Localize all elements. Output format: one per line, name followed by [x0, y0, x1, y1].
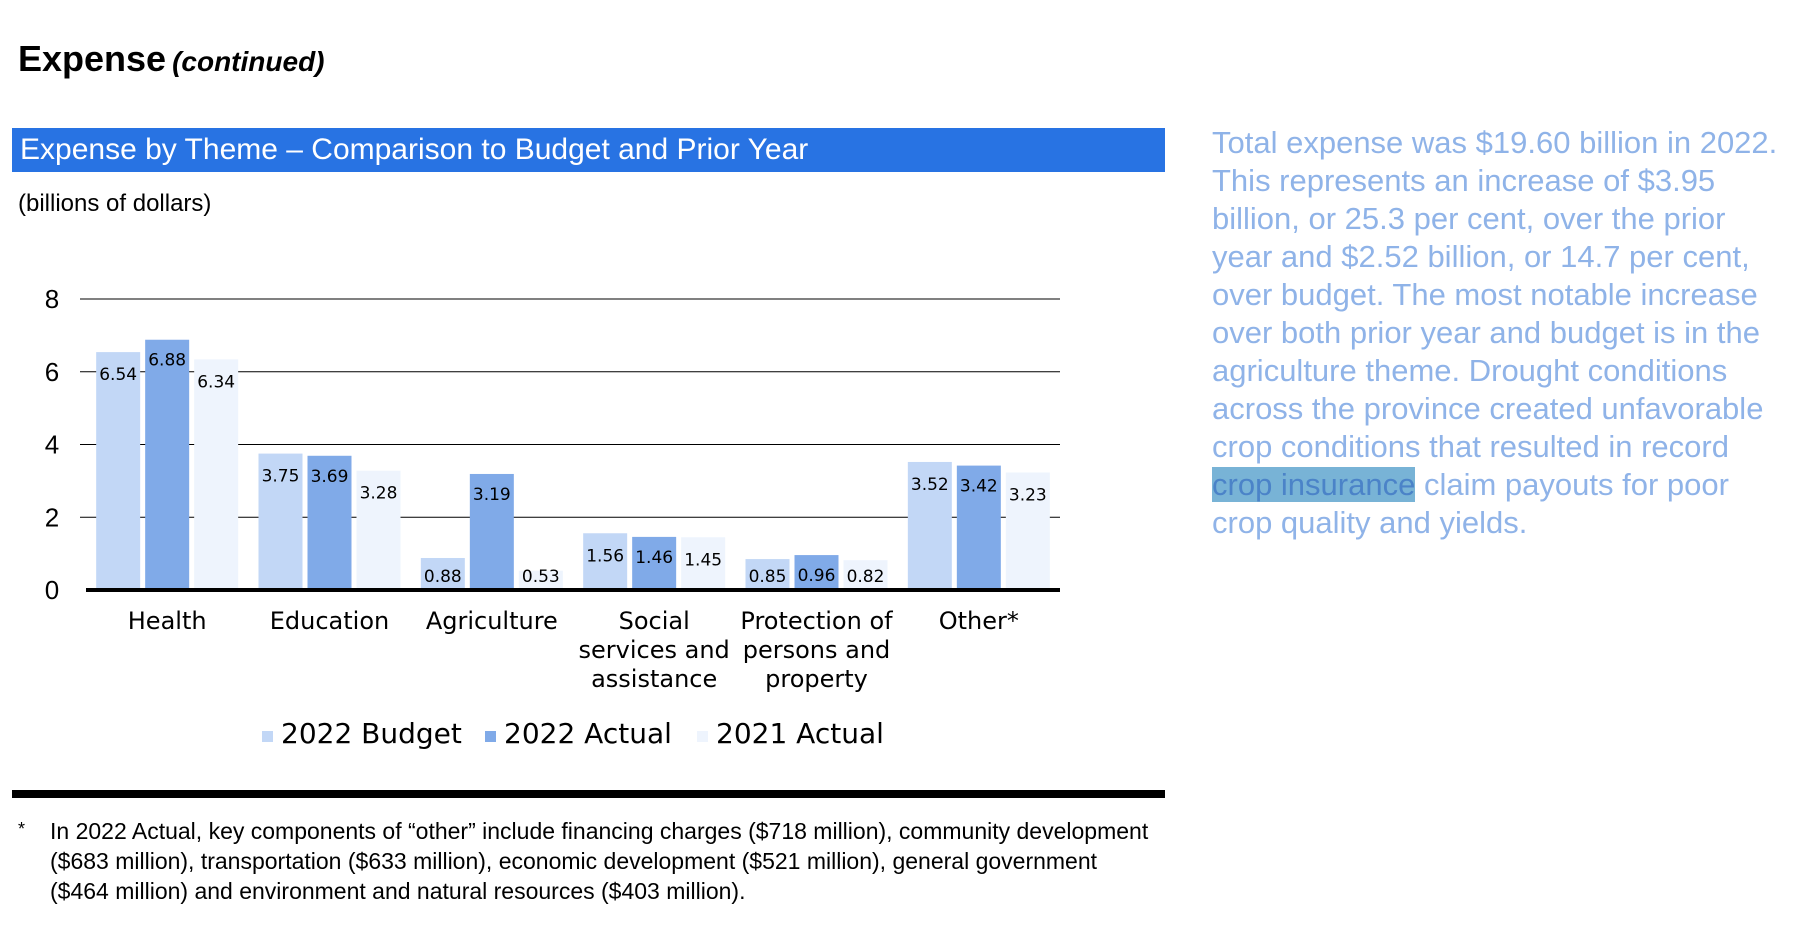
data-label: 6.34 — [197, 372, 235, 392]
bar-2021-actual — [843, 560, 888, 590]
bar-2021-actual — [356, 470, 401, 590]
heading-continued: (continued) — [172, 46, 325, 77]
y-tick-label: 6 — [45, 357, 59, 387]
bar-2021-actual — [518, 570, 563, 590]
data-label: 3.42 — [960, 477, 998, 497]
x-tick-label: Agriculture — [426, 607, 558, 635]
footnote-text: In 2022 Actual, key components of “other… — [50, 818, 1149, 904]
x-tick-label: property — [765, 665, 868, 693]
legend-label: 2022 Budget — [281, 717, 462, 750]
data-label: 0.82 — [847, 567, 885, 587]
x-tick-label: services and — [579, 636, 730, 664]
x-tick-label: assistance — [591, 665, 717, 693]
data-label: 3.28 — [360, 484, 398, 504]
data-label: 6.54 — [99, 365, 137, 385]
data-label: 6.88 — [148, 351, 186, 371]
x-tick-label: Other* — [939, 607, 1019, 635]
page-heading: Expense (continued) — [18, 38, 325, 80]
y-tick-label: 0 — [45, 575, 59, 605]
y-tick-label: 8 — [45, 284, 59, 314]
data-label: 3.69 — [311, 467, 349, 487]
data-label: 0.96 — [798, 566, 836, 586]
data-label: 1.45 — [684, 550, 722, 570]
x-tick-label: Protection of — [740, 607, 893, 635]
chart-banner-title: Expense by Theme – Comparison to Budget … — [12, 128, 1165, 172]
data-label: 0.85 — [749, 567, 787, 587]
bar-2021-actual — [1005, 472, 1050, 590]
bar-2022-budget — [745, 559, 790, 590]
legend-label: 2022 Actual — [504, 717, 672, 750]
x-tick-label: Education — [270, 607, 389, 635]
commentary-text: Total expense was $19.60 billion in 2022… — [1212, 124, 1792, 542]
divider-rule — [12, 790, 1165, 798]
bar-2022-budget — [583, 533, 628, 590]
data-label: 0.88 — [424, 567, 462, 587]
bar-2022-budget — [907, 461, 952, 590]
y-tick-label: 4 — [45, 430, 59, 460]
data-label: 1.46 — [635, 548, 673, 568]
legend-swatch — [485, 731, 496, 742]
x-tick-label: Health — [128, 607, 207, 635]
bar-2022-actual — [794, 555, 839, 590]
data-label: 3.19 — [473, 485, 511, 505]
bar-2022-actual — [145, 339, 190, 590]
bar-2022-actual — [307, 455, 352, 590]
commentary-text-part-2: claim payouts for poor crop quality and … — [1212, 467, 1729, 540]
bar-2022-actual — [469, 473, 514, 590]
bar-2021-actual — [681, 537, 726, 590]
bar-2021-actual — [194, 359, 239, 590]
data-label: 3.52 — [911, 475, 949, 495]
data-label: 3.23 — [1009, 486, 1047, 506]
data-label: 1.56 — [586, 546, 624, 566]
data-label: 3.75 — [262, 467, 300, 487]
footnote-mark: * — [18, 819, 26, 839]
bar-2022-budget — [96, 352, 141, 590]
bar-2022-budget — [258, 453, 303, 590]
x-tick-label: Social — [619, 607, 690, 635]
y-tick-label: 2 — [45, 502, 59, 532]
legend-label: 2021 Actual — [716, 717, 884, 750]
heading-title: Expense — [18, 38, 167, 79]
bar-2022-actual — [956, 465, 1001, 590]
chart-units-label: (billions of dollars) — [18, 190, 212, 217]
commentary-text-part-1: Total expense was $19.60 billion in 2022… — [1212, 125, 1778, 464]
highlighted-text[interactable]: crop insurance — [1212, 467, 1416, 502]
footnote: * In 2022 Actual, key components of “oth… — [18, 816, 1158, 906]
legend-swatch — [262, 731, 273, 742]
legend-swatch — [697, 731, 708, 742]
bar-2022-budget — [420, 557, 465, 590]
expense-bar-chart: 0 2 4 6 8 6.54 3.75 0.88 1.56 0.85 3.52 6.88 3.69 3.1… — [45, 284, 1060, 750]
bar-2022-actual — [632, 536, 677, 590]
data-label: 0.53 — [522, 567, 560, 587]
x-tick-label: persons and — [743, 636, 891, 664]
